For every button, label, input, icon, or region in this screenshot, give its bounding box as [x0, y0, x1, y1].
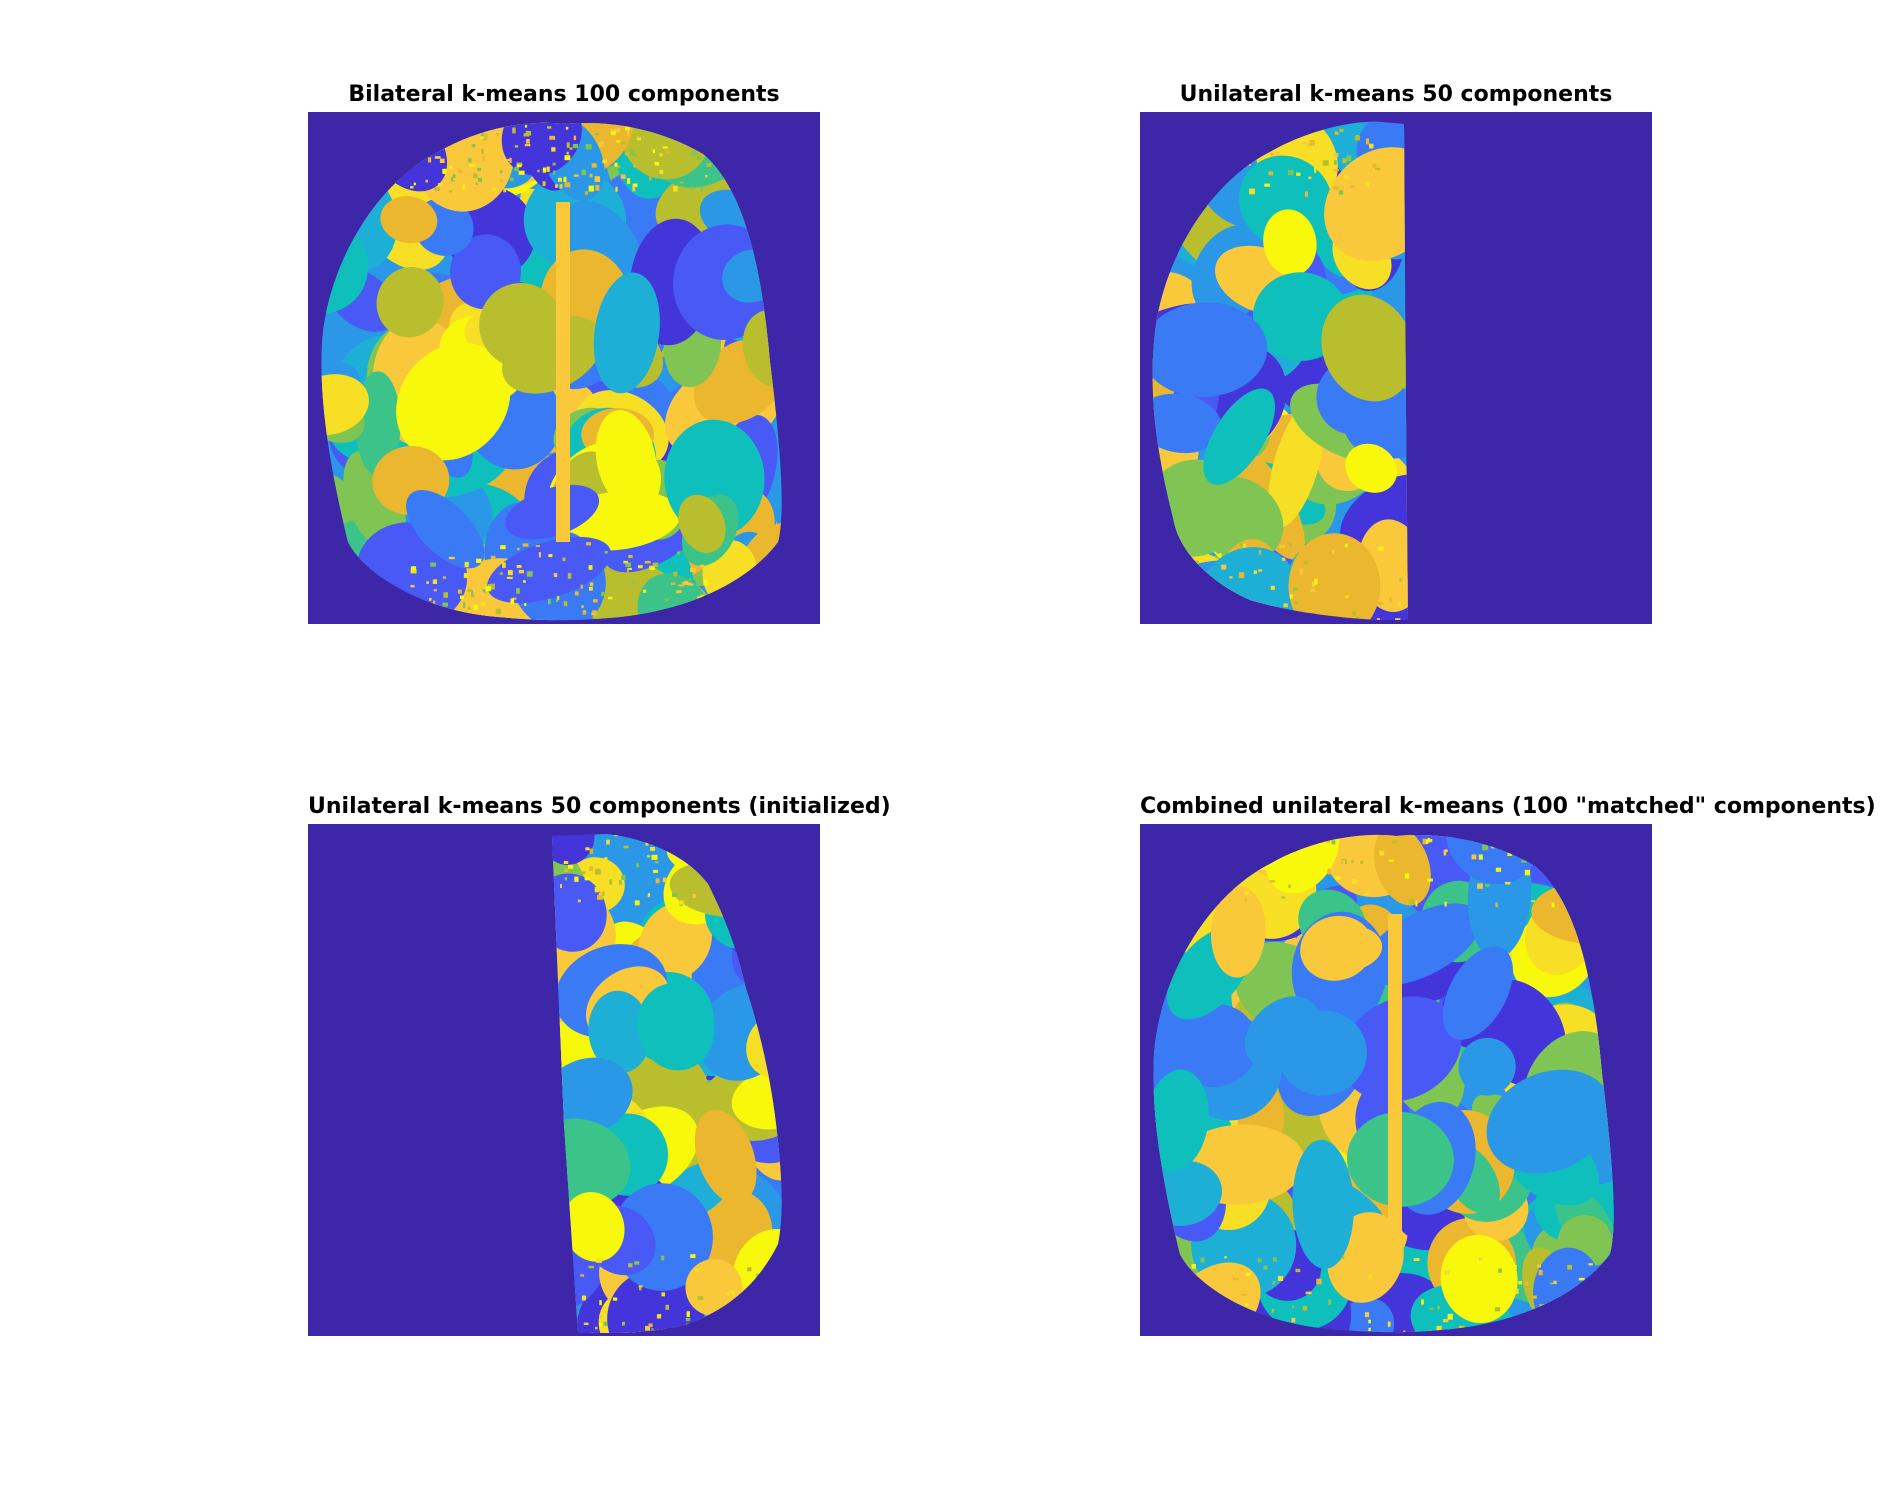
- panel-title-4: Combined unilateral k-means (100 "matche…: [1140, 794, 1876, 819]
- cluster-map-panel-unilateral-left: [1140, 112, 1652, 624]
- cluster-map-image: [1140, 112, 1652, 624]
- panel-title-1: Bilateral k-means 100 components: [348, 82, 780, 107]
- cluster-map-image: [308, 824, 820, 1336]
- cluster-map-image: [1140, 824, 1652, 1336]
- panel-title-3: Unilateral k-means 50 components (initia…: [308, 794, 891, 819]
- cluster-map-panel-bilateral: [308, 112, 820, 624]
- cluster-map-panel-combined: [1140, 824, 1652, 1336]
- cluster-map-image: [308, 112, 820, 624]
- cluster-map-panel-unilateral-right-initialized: [308, 824, 820, 1336]
- panel-title-2: Unilateral k-means 50 components: [1179, 82, 1613, 107]
